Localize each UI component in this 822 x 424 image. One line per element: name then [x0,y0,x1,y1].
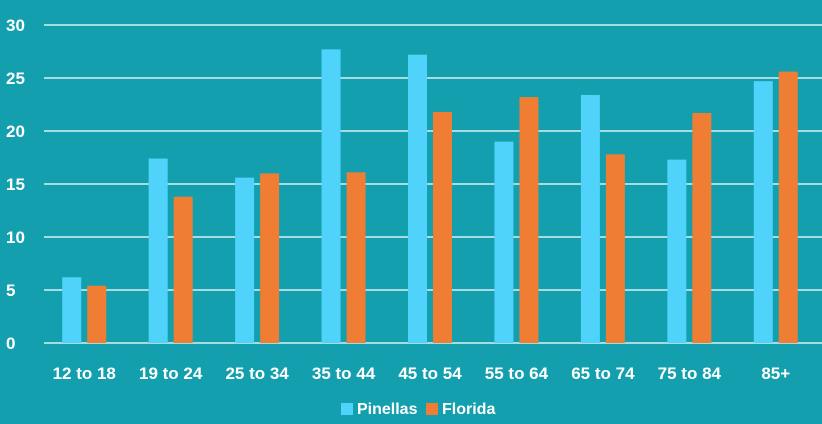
x-tick-label: 35 to 44 [312,364,376,383]
bar-pinellas [580,94,600,344]
y-tick-label: 5 [6,281,15,300]
bar-florida [87,285,107,343]
bar-pinellas [494,141,514,343]
y-tick-label: 20 [6,122,25,141]
x-tick-label: 75 to 84 [658,364,722,383]
bar-pinellas [235,177,255,343]
bars [62,49,798,344]
x-tick-label: 25 to 34 [225,364,289,383]
x-tick-label: 12 to 18 [53,364,116,383]
x-tick-label: 65 to 74 [571,364,635,383]
y-tick-label: 30 [6,16,25,35]
bar-florida [519,97,539,343]
legend-swatch-florida [426,403,438,415]
bar-florida [260,173,280,343]
bar-pinellas [408,54,427,344]
x-tick-label: 85+ [761,364,790,383]
x-tick-label: 45 to 54 [398,364,462,383]
bar-pinellas [753,81,773,344]
x-tick-label: 19 to 24 [139,364,203,383]
bar-florida [692,112,712,343]
bar-pinellas [321,49,341,343]
bar-florida [778,71,798,343]
bar-florida [433,111,452,343]
bar-pinellas [667,159,687,343]
y-axis-tick-labels: 0 5 10 15 20 25 30 [6,16,25,353]
x-axis-tick-labels: 12 to 18 19 to 24 25 to 34 35 to 44 45 to 54… [53,364,791,383]
legend: Pinellas Florida [341,401,495,418]
y-tick-label: 0 [6,334,15,353]
bar-pinellas [62,277,82,343]
bar-pinellas [148,158,168,343]
x-tick-label: 55 to 64 [485,364,549,383]
y-tick-label: 10 [6,228,25,247]
y-tick-label: 25 [6,69,25,88]
bar-florida [605,154,625,343]
y-tick-label: 15 [6,175,25,194]
bar-florida [346,172,366,343]
legend-swatch-pinellas [341,403,353,415]
legend-label-florida: Florida [442,401,495,418]
legend-label-pinellas: Pinellas [357,401,418,418]
bar-florida [173,196,193,343]
